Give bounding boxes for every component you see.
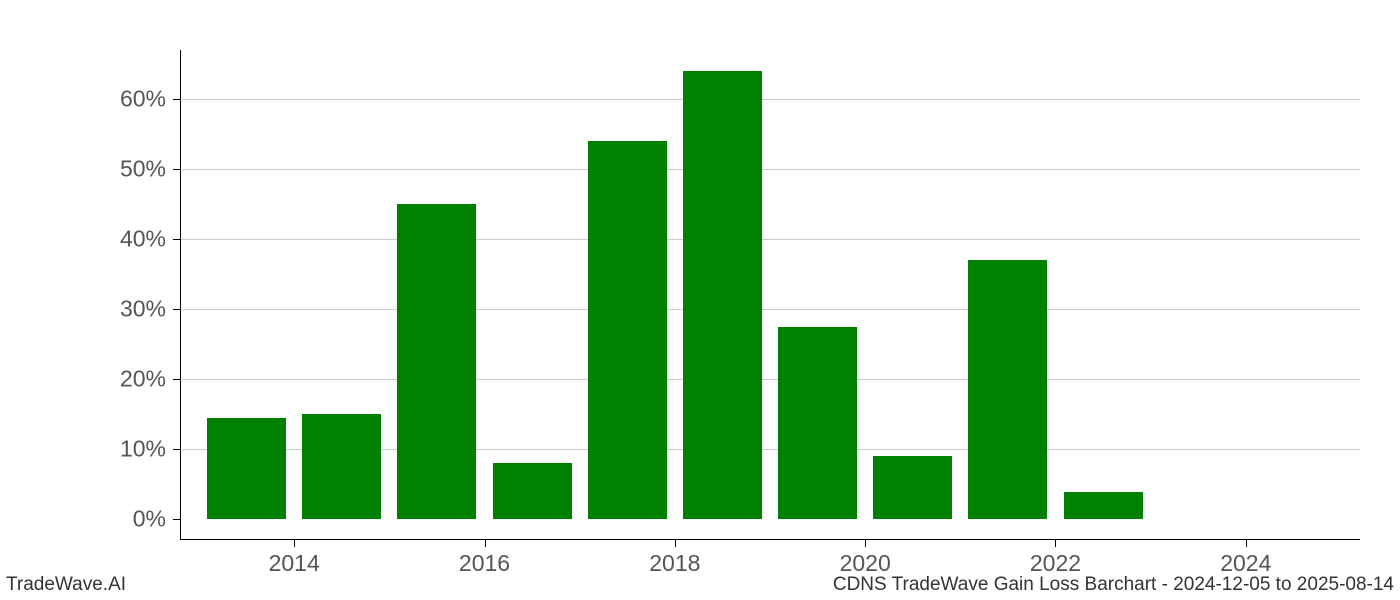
y-tick-mark [173, 519, 180, 520]
bar [588, 141, 667, 519]
y-tick-mark [173, 449, 180, 450]
bar [873, 456, 952, 519]
bar [1064, 492, 1143, 519]
x-tick-label: 2024 [1220, 550, 1271, 577]
y-axis-line [180, 50, 181, 540]
y-tick-label: 40% [0, 226, 166, 253]
bar [397, 204, 476, 519]
x-tick-label: 2022 [1030, 550, 1081, 577]
x-tick-label: 2018 [649, 550, 700, 577]
y-tick-label: 30% [0, 296, 166, 323]
chart-container: TradeWave.AI CDNS TradeWave Gain Loss Ba… [0, 0, 1400, 600]
bar [302, 414, 381, 519]
grid-line [180, 239, 1360, 240]
y-tick-label: 50% [0, 156, 166, 183]
x-tick-label: 2020 [840, 550, 891, 577]
y-tick-label: 0% [0, 506, 166, 533]
y-tick-label: 60% [0, 86, 166, 113]
y-tick-label: 10% [0, 436, 166, 463]
x-tick-mark [675, 540, 676, 547]
x-tick-mark [1246, 540, 1247, 547]
bar [493, 463, 572, 519]
x-tick-label: 2016 [459, 550, 510, 577]
grid-line [180, 379, 1360, 380]
footer-left-text: TradeWave.AI [6, 574, 126, 596]
x-axis-line [180, 539, 1360, 540]
y-tick-mark [173, 379, 180, 380]
x-tick-mark [865, 540, 866, 547]
grid-line [180, 169, 1360, 170]
bar [683, 71, 762, 519]
y-tick-mark [173, 169, 180, 170]
bar [968, 260, 1047, 519]
y-tick-mark [173, 309, 180, 310]
x-tick-mark [485, 540, 486, 547]
y-tick-label: 20% [0, 366, 166, 393]
grid-line [180, 309, 1360, 310]
x-tick-mark [1055, 540, 1056, 547]
y-tick-mark [173, 99, 180, 100]
grid-line [180, 99, 1360, 100]
y-tick-mark [173, 239, 180, 240]
bar [778, 327, 857, 520]
x-tick-label: 2014 [269, 550, 320, 577]
x-tick-mark [294, 540, 295, 547]
footer-right-text: CDNS TradeWave Gain Loss Barchart - 2024… [833, 574, 1394, 596]
bar [207, 418, 286, 520]
plot-area [180, 50, 1360, 540]
